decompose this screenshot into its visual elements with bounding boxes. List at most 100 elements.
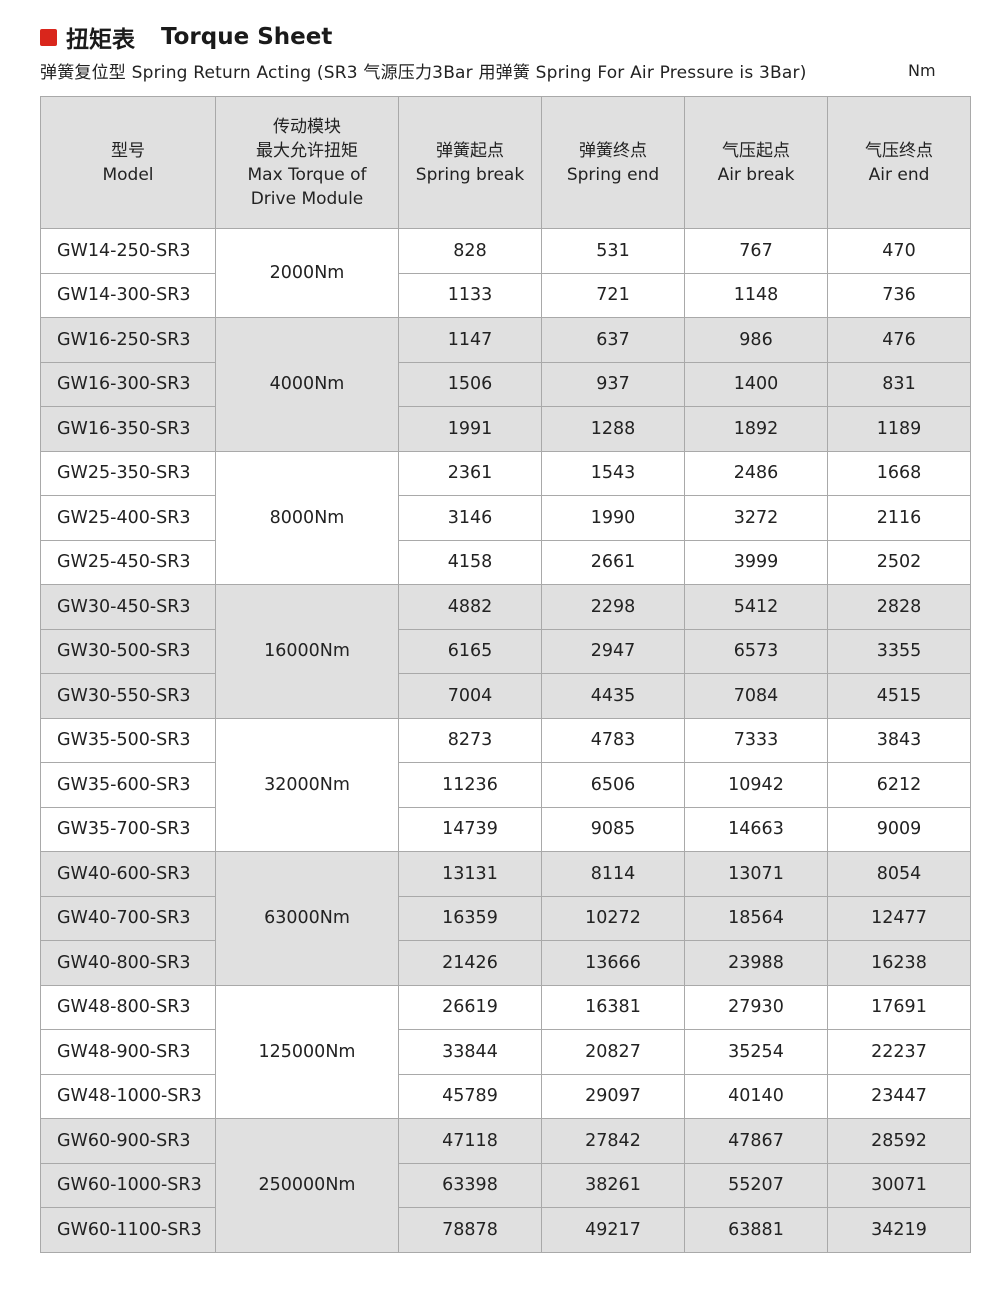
- air-break-cell: 767: [684, 228, 828, 274]
- air-break-cell: 27930: [684, 984, 828, 1030]
- air-break-cell: 1892: [684, 406, 828, 452]
- air-break-cell: 10942: [684, 762, 828, 808]
- air-break-cell: 47867: [684, 1118, 828, 1164]
- column-header-line: Spring end: [566, 164, 660, 185]
- air-end-cell: 1189: [827, 406, 971, 452]
- spring-break-cell: 63398: [398, 1162, 542, 1208]
- column-header-line: Max Torque of: [247, 164, 367, 185]
- spring-break-cell: 13131: [398, 851, 542, 897]
- model-cell: GW48-800-SR3: [40, 984, 216, 1030]
- air-end-cell: 12477: [827, 895, 971, 941]
- column-header-spring-break: 弹簧起点 Spring break: [398, 96, 542, 229]
- spring-end-cell: 531: [541, 228, 685, 274]
- max-torque-cell: 125000Nm: [215, 984, 399, 1119]
- spring-break-cell: 11236: [398, 762, 542, 808]
- spring-end-cell: 10272: [541, 895, 685, 941]
- spring-end-cell: 1288: [541, 406, 685, 452]
- air-break-cell: 1148: [684, 272, 828, 318]
- spring-end-cell: 4435: [541, 673, 685, 719]
- page-title: 扭矩表 Torque Sheet: [40, 20, 332, 54]
- max-torque-cell: 250000Nm: [215, 1118, 399, 1253]
- column-header-air-break: 气压起点 Air break: [684, 96, 828, 229]
- air-break-cell: 986: [684, 317, 828, 363]
- column-header-line: 弹簧终点: [579, 140, 647, 161]
- table-row: GW40-600-SR3 63000Nm 13131 8114 13071 8054: [40, 851, 971, 986]
- spring-break-cell: 45789: [398, 1073, 542, 1119]
- table-row: GW30-500-SR3 6165 2947 6573 3355: [40, 628, 971, 674]
- air-break-cell: 6573: [684, 628, 828, 674]
- table-row: GW35-700-SR3 14739 9085 14663 9009: [40, 806, 971, 852]
- spring-break-cell: 26619: [398, 984, 542, 1030]
- table-row: GW30-550-SR3 7004 4435 7084 4515: [40, 673, 971, 719]
- spring-break-cell: 4158: [398, 539, 542, 585]
- model-cell: GW40-800-SR3: [40, 940, 216, 986]
- table-row: GW35-500-SR3 32000Nm 8273 4783 7333 3843: [40, 717, 971, 852]
- spring-break-cell: 2361: [398, 450, 542, 496]
- unit-label: Nm: [908, 61, 936, 80]
- model-cell: GW60-1100-SR3: [40, 1207, 216, 1253]
- spring-break-cell: 33844: [398, 1029, 542, 1075]
- max-torque-cell: 32000Nm: [215, 717, 399, 852]
- air-break-cell: 18564: [684, 895, 828, 941]
- column-header-line: Model: [102, 164, 154, 185]
- spring-end-cell: 29097: [541, 1073, 685, 1119]
- spring-end-cell: 27842: [541, 1118, 685, 1164]
- air-break-cell: 7333: [684, 717, 828, 763]
- air-break-cell: 40140: [684, 1073, 828, 1119]
- column-header-max-torque: 传动模块 最大允许扭矩 Max Torque of Drive Module: [215, 96, 399, 229]
- air-break-cell: 14663: [684, 806, 828, 852]
- spring-break-cell: 3146: [398, 495, 542, 541]
- table-row: GW60-1000-SR3 63398 38261 55207 30071: [40, 1162, 971, 1208]
- table-row: GW48-1000-SR3 45789 29097 40140 23447: [40, 1073, 971, 1119]
- column-header-line: 气压终点: [865, 140, 933, 161]
- table-row: GW60-900-SR3 250000Nm 47118 27842 47867 28592: [40, 1118, 971, 1253]
- air-end-cell: 6212: [827, 762, 971, 808]
- red-square-icon: [40, 28, 57, 46]
- max-torque-cell: 2000Nm: [215, 228, 399, 318]
- air-break-cell: 23988: [684, 940, 828, 986]
- air-break-cell: 13071: [684, 851, 828, 897]
- air-end-cell: 3843: [827, 717, 971, 763]
- table-row: GW60-1100-SR3 78878 49217 63881 34219: [40, 1207, 971, 1253]
- spring-break-cell: 1991: [398, 406, 542, 452]
- spring-end-cell: 38261: [541, 1162, 685, 1208]
- column-header-air-end: 气压终点 Air end: [827, 96, 971, 229]
- model-cell: GW60-900-SR3: [40, 1118, 216, 1164]
- spring-end-cell: 13666: [541, 940, 685, 986]
- air-break-cell: 63881: [684, 1207, 828, 1253]
- table-row: GW16-250-SR3 4000Nm 1147 637 986 476: [40, 317, 971, 452]
- spring-break-cell: 1506: [398, 361, 542, 407]
- model-cell: GW48-900-SR3: [40, 1029, 216, 1075]
- model-cell: GW25-450-SR3: [40, 539, 216, 585]
- table-row: GW30-450-SR3 16000Nm 4882 2298 5412 2828: [40, 584, 971, 719]
- spring-break-cell: 6165: [398, 628, 542, 674]
- air-end-cell: 16238: [827, 940, 971, 986]
- spring-end-cell: 721: [541, 272, 685, 318]
- column-header-line: 弹簧起点: [436, 140, 504, 161]
- column-header-spring-end: 弹簧终点 Spring end: [541, 96, 685, 229]
- title-en: Torque Sheet: [161, 24, 333, 50]
- air-end-cell: 2828: [827, 584, 971, 630]
- model-cell: GW30-500-SR3: [40, 628, 216, 674]
- spring-end-cell: 1990: [541, 495, 685, 541]
- spring-break-cell: 1147: [398, 317, 542, 363]
- column-header-line: Drive Module: [250, 188, 364, 209]
- subtitle: 弹簧复位型 Spring Return Acting (SR3 气源压力3Bar…: [40, 63, 807, 83]
- max-torque-cell: 63000Nm: [215, 851, 399, 986]
- air-end-cell: 470: [827, 228, 971, 274]
- model-cell: GW40-700-SR3: [40, 895, 216, 941]
- table-row: GW14-250-SR3 2000Nm 828 531 767 470: [40, 228, 971, 318]
- table-body: GW14-250-SR3 2000Nm 828 531 767 470 GW14-300-S…: [40, 228, 971, 1253]
- column-header-line: Spring break: [415, 164, 525, 185]
- spring-end-cell: 9085: [541, 806, 685, 852]
- spring-end-cell: 1543: [541, 450, 685, 496]
- model-cell: GW35-600-SR3: [40, 762, 216, 808]
- air-end-cell: 9009: [827, 806, 971, 852]
- air-end-cell: 2116: [827, 495, 971, 541]
- air-end-cell: 23447: [827, 1073, 971, 1119]
- air-break-cell: 2486: [684, 450, 828, 496]
- air-end-cell: 736: [827, 272, 971, 318]
- spring-break-cell: 47118: [398, 1118, 542, 1164]
- air-end-cell: 28592: [827, 1118, 971, 1164]
- spring-end-cell: 2947: [541, 628, 685, 674]
